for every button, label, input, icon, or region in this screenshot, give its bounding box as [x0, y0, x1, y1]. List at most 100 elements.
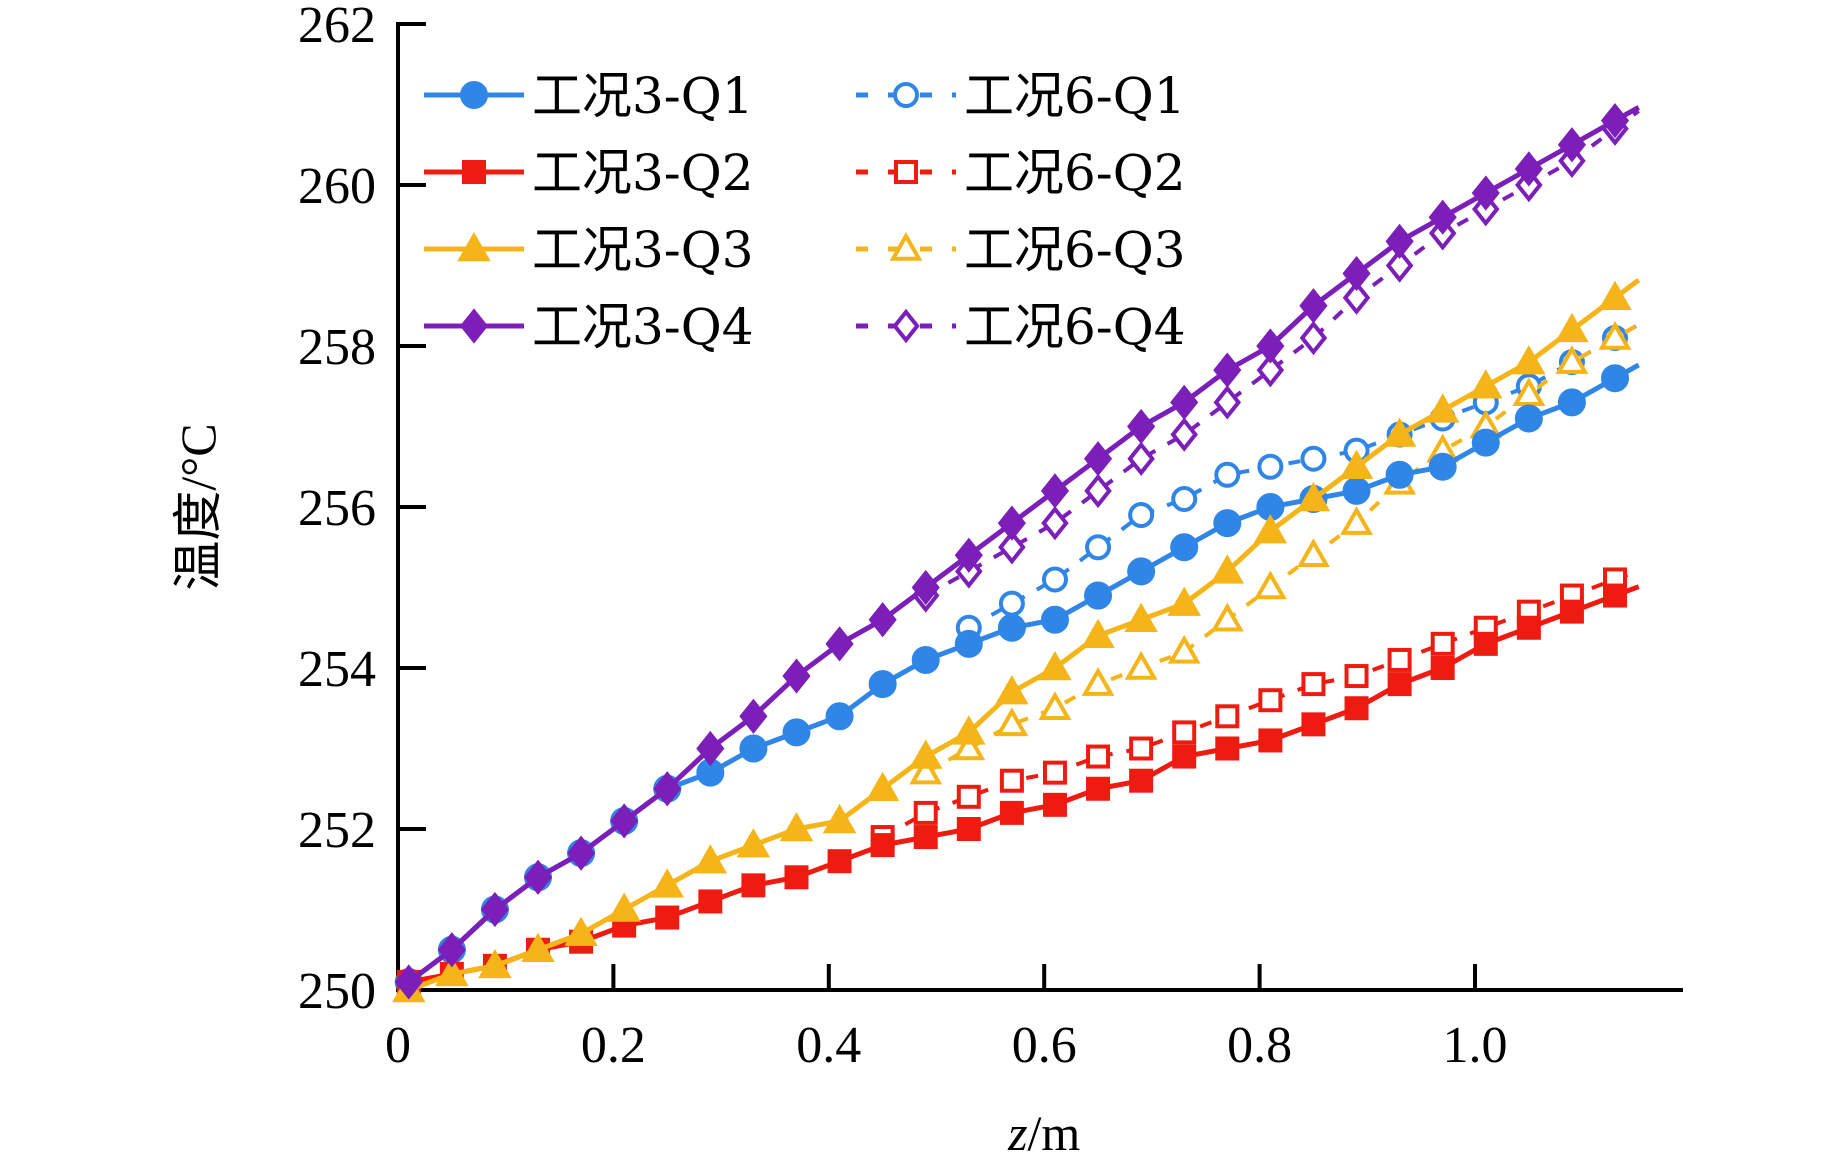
data-point — [1038, 691, 1072, 720]
data-point — [1428, 199, 1457, 235]
data-point — [952, 715, 986, 745]
legend-entry: 工况6-Q2 — [856, 144, 1186, 202]
data-point — [1124, 602, 1158, 632]
legend-entry: 工况3-Q1 — [424, 67, 754, 125]
data-point — [564, 916, 598, 946]
series-工况3-Q4 — [394, 102, 1640, 1000]
data-point — [1124, 650, 1158, 680]
x-tick-label: 1.0 — [1443, 1017, 1508, 1074]
data-point — [1340, 506, 1373, 535]
data-point — [698, 889, 723, 914]
legend-label: 工况6-Q1 — [964, 67, 1186, 125]
data-point — [1344, 696, 1369, 721]
data-point — [1600, 102, 1630, 139]
data-point — [1172, 720, 1197, 745]
series-line — [967, 322, 1640, 630]
data-point — [1083, 441, 1113, 477]
data-point — [1339, 449, 1374, 479]
data-point — [1258, 728, 1283, 753]
data-point — [998, 590, 1025, 617]
data-point — [954, 537, 983, 573]
y-tick-label: 260 — [298, 158, 376, 215]
data-point — [1042, 792, 1067, 817]
data-point — [394, 964, 423, 1000]
data-point — [1253, 514, 1288, 544]
legend-entry: 工况3-Q4 — [424, 298, 754, 356]
x-axis-label: z/m — [1007, 1105, 1080, 1157]
data-point — [739, 698, 768, 734]
legend-marker — [894, 160, 918, 184]
data-point — [1514, 151, 1543, 187]
data-point — [1469, 369, 1503, 399]
legend-label: 工况6-Q2 — [964, 144, 1186, 202]
data-point — [909, 755, 943, 785]
data-point — [1170, 533, 1199, 562]
data-point — [1213, 385, 1242, 420]
data-point — [1129, 736, 1154, 761]
data-point — [1428, 452, 1457, 481]
data-point — [913, 825, 938, 850]
data-point — [784, 865, 809, 890]
x-ticks: 0 0.2 0.4 0.6 0.8 1.0 — [385, 964, 1508, 1074]
data-point — [1557, 388, 1586, 417]
data-point — [952, 731, 986, 761]
data-point — [1344, 664, 1369, 689]
data-point — [911, 645, 940, 674]
data-point — [865, 771, 900, 801]
data-point — [1299, 288, 1328, 324]
data-point — [782, 718, 811, 747]
data-point — [870, 833, 895, 858]
data-point — [1084, 473, 1112, 509]
data-point — [1171, 485, 1198, 512]
x-tick-label: 0.6 — [1012, 1017, 1077, 1074]
data-point — [1213, 352, 1242, 388]
data-point — [1167, 586, 1201, 616]
legend-entry: 工况3-Q3 — [424, 221, 754, 279]
data-point — [1342, 280, 1371, 315]
data-point — [736, 828, 771, 858]
data-point — [1172, 744, 1197, 769]
data-point — [1215, 736, 1240, 761]
data-point — [1128, 502, 1155, 529]
data-point — [956, 817, 981, 841]
data-point — [1387, 647, 1412, 672]
data-point — [1557, 127, 1587, 163]
legend-marker — [460, 81, 488, 109]
data-point — [997, 613, 1026, 642]
data-point — [1081, 618, 1115, 649]
data-point — [1256, 352, 1285, 388]
y-axis-label: 温度/°C — [170, 423, 226, 590]
data-point — [1387, 672, 1412, 697]
data-point — [1258, 688, 1283, 713]
data-point — [1167, 634, 1201, 664]
data-point — [739, 734, 768, 763]
data-point — [1040, 473, 1070, 509]
y-tick-label: 262 — [298, 0, 376, 54]
legend-marker — [462, 160, 486, 184]
legend-marker — [457, 231, 491, 262]
data-point — [1555, 345, 1589, 374]
data-point — [1040, 605, 1069, 634]
data-point — [437, 932, 466, 968]
data-point — [1512, 345, 1546, 375]
y-tick-label: 250 — [298, 963, 376, 1020]
data-point — [1555, 312, 1589, 343]
data-point — [1253, 570, 1287, 600]
data-point — [1085, 534, 1112, 561]
data-point — [741, 873, 766, 898]
data-point — [956, 784, 981, 809]
data-point — [1297, 538, 1330, 568]
data-point — [1516, 615, 1541, 640]
data-point — [868, 602, 897, 638]
data-point — [1084, 581, 1113, 610]
data-point — [650, 868, 684, 898]
data-point — [1215, 704, 1240, 729]
data-point — [1301, 712, 1326, 737]
data-point — [1210, 602, 1244, 632]
data-point — [995, 707, 1029, 737]
data-point — [1342, 255, 1371, 292]
data-point — [827, 849, 852, 874]
legend-entry: 工况6-Q3 — [856, 221, 1186, 279]
series-layer — [392, 102, 1641, 1003]
